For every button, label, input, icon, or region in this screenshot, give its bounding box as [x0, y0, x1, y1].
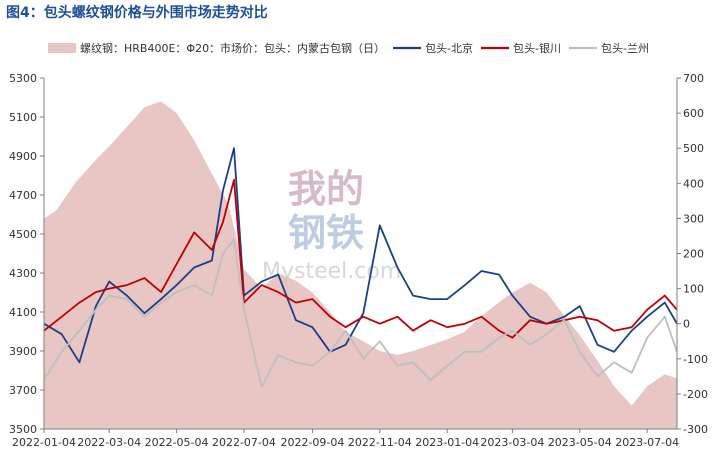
x-tick-label-9: 2023-07-04 [615, 436, 679, 449]
x-tick-label-8: 2023-05-04 [548, 436, 612, 449]
legend: 螺纹钢：HRB400E：Φ20：市场价：包头：内蒙古包钢（日） 包头-北京 包头-银… [48, 41, 649, 55]
y-right-tick-label-8: 500 [683, 142, 704, 155]
x-tick-label-4: 2022-09-04 [280, 436, 344, 449]
y-right-tick-label-1: -200 [683, 388, 708, 401]
x-tick-label-7: 2023-03-04 [480, 436, 544, 449]
y-right-tick-label-10: 700 [683, 72, 704, 85]
x-tick-label-2: 2022-05-04 [145, 436, 209, 449]
axes: 3500 3700 3900 4100 4300 4500 4700 4900 5100 5300… [9, 72, 708, 449]
series-area-0 [44, 101, 677, 430]
y-left-tick-label-5: 4500 [9, 228, 37, 241]
y-left-tick-label-4: 4300 [9, 267, 37, 280]
x-tick-label-1: 2022-03-04 [77, 436, 141, 449]
watermark: 我的 钢铁 Mysteel.com [262, 167, 401, 284]
y-left-tick-label-8: 5100 [9, 111, 37, 124]
series-line-1 [43, 147, 678, 364]
y-left-tick-label-7: 4900 [9, 150, 37, 163]
series-line-2 [43, 178, 678, 339]
watermark-line2: 钢铁 [288, 211, 364, 255]
watermark-line1: 我的 [288, 167, 364, 211]
y-right-tick-label-5: 200 [683, 248, 704, 261]
y-right-tick-label-2: -100 [683, 353, 708, 366]
y-left-tick-label-9: 5300 [9, 72, 37, 85]
y-right-tick-label-4: 100 [683, 283, 704, 296]
y-right-tick-label-7: 400 [683, 177, 704, 190]
legend-label-2: 包头-银川 [513, 41, 561, 55]
y-left-tick-label-0: 3500 [9, 423, 37, 436]
y-right-tick-label-0: -300 [683, 423, 708, 436]
x-tick-label-3: 2022-07-04 [212, 436, 276, 449]
series-line-3 [43, 238, 678, 388]
legend-label-0: 螺纹钢：HRB400E：Φ20：市场价：包头：内蒙古包钢（日） [80, 41, 385, 55]
legend-label-3: 包头-兰州 [601, 42, 649, 55]
y-right-tick-label-6: 300 [683, 212, 704, 225]
line-layer [43, 147, 678, 388]
legend-swatch-0 [48, 43, 76, 53]
y-left-tick-label-3: 4100 [9, 306, 37, 319]
legend-label-1: 包头-北京 [425, 41, 473, 55]
y-right-tick-label-3: 0 [683, 318, 690, 331]
x-tick-label-0: 2022-01-04 [12, 436, 76, 449]
y-left-tick-label-6: 4700 [9, 189, 37, 202]
x-tick-label-5: 2022-11-04 [348, 436, 412, 449]
y-left-tick-label-1: 3700 [9, 384, 37, 397]
area-layer [44, 101, 677, 430]
y-right-tick-label-9: 600 [683, 107, 704, 120]
chart-title: 图4：包头螺纹钢价格与外围市场走势对比 [6, 5, 268, 21]
x-tick-label-6: 2023-01-04 [415, 436, 479, 449]
y-left-tick-label-2: 3900 [9, 345, 37, 358]
watermark-site: Mysteel.com [262, 259, 401, 284]
